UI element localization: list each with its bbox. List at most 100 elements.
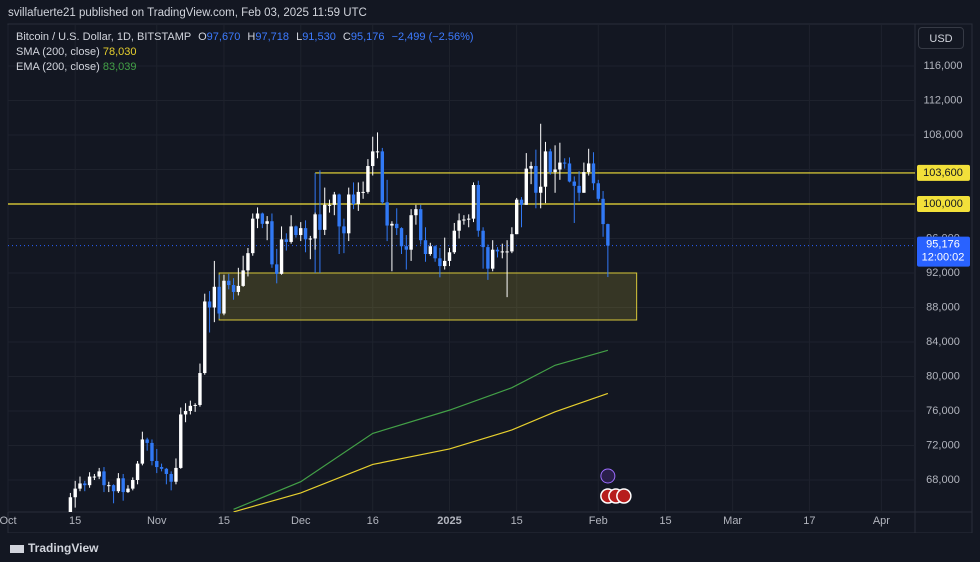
legend: Bitcoin / U.S. Dollar, 1D, BITSTAMP O97,… [16, 30, 474, 75]
legend-label: SMA (200, close) [16, 46, 100, 58]
x-tick-label: Oct [0, 515, 17, 527]
event-icon [600, 468, 616, 484]
candle-body [222, 280, 226, 314]
candle-body [97, 471, 101, 477]
last-price-label: 95,176 [926, 238, 960, 250]
candle-body [601, 198, 605, 225]
y-tick-label: 84,000 [926, 336, 960, 348]
candle-body [419, 209, 423, 241]
level-label: 103,600 [923, 167, 963, 179]
chart-frame [7, 23, 973, 534]
candle-body [299, 228, 303, 236]
candle-body [87, 476, 92, 486]
candle-body [443, 260, 447, 267]
candle-body [121, 478, 125, 493]
candle-body [596, 183, 600, 199]
candle-body [447, 252, 452, 261]
candle-body [582, 172, 586, 193]
candle-body [73, 488, 77, 498]
candle-body [466, 218, 471, 220]
candle-body [404, 246, 409, 250]
y-tick-label: 108,000 [923, 129, 963, 141]
brand: TradingView [10, 541, 98, 555]
candle-body [606, 224, 610, 246]
candle-body [227, 280, 231, 286]
candle-body [567, 163, 572, 182]
publisher: svillafuerte21 published on TradingView.… [8, 7, 367, 19]
candle-body [414, 209, 418, 216]
candle-body [481, 230, 485, 248]
candle-body [294, 226, 298, 236]
ohlc-key: C [342, 31, 351, 43]
candle-body [342, 226, 346, 234]
candle-body [159, 467, 164, 469]
change: −2,499 (−2.56%) [391, 31, 474, 43]
legend-value: 78,030 [102, 46, 137, 58]
candle-body [260, 213, 265, 224]
candle-body [303, 228, 308, 240]
candle-body [126, 488, 130, 493]
ohlc-value: 97,670 [206, 31, 241, 43]
y-tick-label: 112,000 [924, 94, 963, 106]
x-tick-label: 15 [659, 515, 671, 527]
candle-body [457, 220, 461, 231]
candle-body [476, 185, 480, 231]
candle-body [399, 228, 404, 247]
support-zone [218, 272, 638, 321]
candle-body [83, 483, 87, 486]
x-tick-label: Feb [589, 515, 608, 527]
candle-body [323, 204, 327, 230]
candle-body [193, 404, 197, 406]
candle-body [155, 461, 159, 468]
candle-body [361, 191, 365, 193]
candle-body [217, 286, 221, 314]
y-tick-label: 72,000 [926, 439, 960, 451]
candle-body [270, 221, 274, 265]
event-icon [616, 488, 632, 504]
candle-body [246, 253, 250, 271]
x-tick-label: 17 [803, 515, 815, 527]
level-label-bg [917, 195, 970, 212]
candle-body [140, 439, 145, 464]
candle-body [500, 251, 504, 253]
ohlc-key: H [247, 31, 256, 43]
candle-body [462, 219, 466, 221]
y-tick-label: 116,000 [924, 60, 963, 72]
level-label: 100,000 [923, 198, 963, 210]
candle-body [174, 467, 178, 482]
ohlc-value: 97,718 [255, 31, 289, 43]
x-tick-label: 2025 [437, 515, 461, 527]
x-tick-label: Dec [291, 515, 311, 527]
candle-body [169, 473, 173, 482]
candle-body [558, 162, 562, 170]
candle-body [279, 239, 284, 274]
x-tick-label: 15 [511, 515, 523, 527]
countdown-label: 12:00:02 [922, 251, 965, 263]
candle-body [145, 439, 149, 443]
x-tick-label: Mar [723, 515, 742, 527]
candle-body [308, 238, 313, 240]
candle-body [409, 215, 413, 250]
candle-body [553, 169, 557, 173]
candle-body [332, 194, 337, 205]
candle-body [534, 166, 538, 193]
currency-button[interactable]: USD [918, 27, 964, 49]
candle-body [318, 214, 322, 230]
candle-body [313, 214, 317, 239]
candle-body [375, 151, 380, 153]
ohlc-key: L [296, 31, 303, 43]
candle-body [524, 168, 528, 205]
candle-body [380, 151, 385, 203]
candle-body [203, 301, 207, 374]
candle-body [529, 166, 533, 169]
candle-body [284, 239, 289, 242]
candle-body [327, 204, 332, 206]
candle-body [562, 162, 567, 164]
x-tick-label: 16 [367, 515, 379, 527]
sma-row: SMA (200, close) 78,030 [16, 45, 474, 60]
candle-body [514, 199, 519, 235]
candle-body [351, 194, 356, 204]
candle-body [505, 251, 509, 253]
candle-body [78, 483, 82, 489]
